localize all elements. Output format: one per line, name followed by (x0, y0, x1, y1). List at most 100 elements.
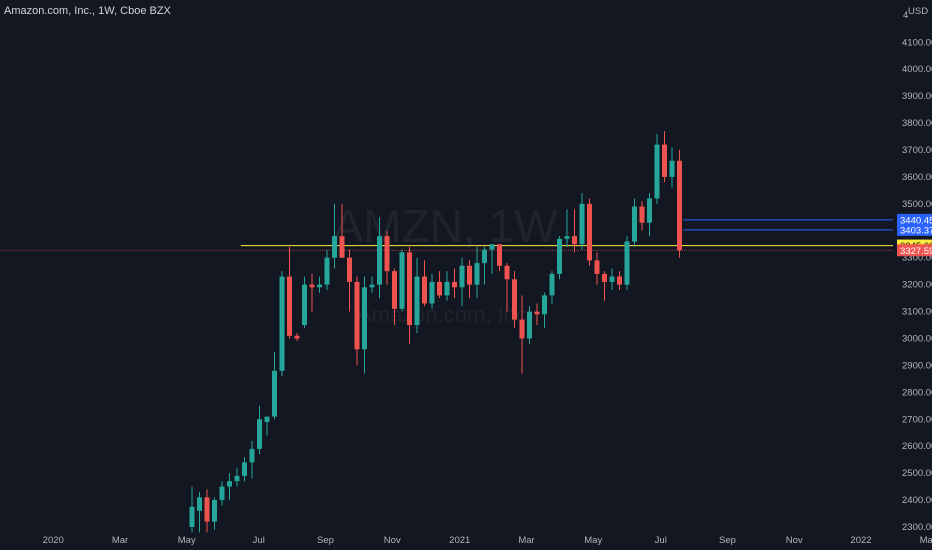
candle (512, 271, 517, 328)
candle (504, 263, 510, 312)
candle (399, 249, 405, 312)
candle (212, 497, 217, 530)
candle-body (647, 198, 652, 223)
candle-body (324, 257, 330, 285)
candle-body (542, 295, 547, 315)
candle-body (564, 236, 570, 239)
candle (197, 491, 202, 533)
x-tick-label: Mar (920, 535, 932, 546)
x-tick-label: Sep (317, 535, 334, 546)
candle-body (407, 252, 412, 326)
currency-label: USD (908, 6, 928, 17)
candle (392, 268, 397, 326)
candle-body (317, 284, 322, 288)
candle-body (234, 475, 240, 482)
candle (422, 260, 427, 307)
candle (549, 271, 555, 304)
candle (377, 217, 382, 299)
candle-body (572, 236, 577, 245)
candle-body (504, 265, 510, 280)
price-axis[interactable]: 4 USD 2300.00 2400.00 2500.00 2600.00 2700.0… (893, 0, 932, 550)
x-tick-label: Jul (655, 535, 667, 546)
candle (632, 198, 637, 247)
candle (579, 193, 585, 250)
candles (189, 131, 682, 533)
candle-body (669, 160, 675, 177)
x-tick-label: 2021 (449, 535, 470, 546)
candle (519, 295, 525, 374)
x-tick-label: May (584, 535, 602, 546)
candle (332, 203, 337, 269)
candle-body (512, 279, 517, 320)
x-tick-label: Sep (719, 535, 736, 546)
x-tick-label: Nov (786, 535, 803, 546)
y-tick-label: 4100.00 (902, 37, 932, 48)
candle-body (212, 500, 217, 522)
candle (407, 246, 412, 344)
candle-body (489, 244, 495, 250)
candle (257, 405, 262, 455)
candle-body (197, 497, 202, 511)
candle (219, 481, 225, 506)
candle (354, 276, 360, 366)
candle-body (444, 281, 450, 296)
candle (564, 209, 570, 247)
candle-body (279, 276, 285, 371)
candle (272, 351, 277, 420)
candle-body (602, 273, 607, 282)
candle-body (369, 284, 375, 288)
candle (542, 292, 547, 328)
candle-body (249, 448, 255, 463)
y-tick-label: 2300.00 (902, 522, 932, 533)
candle-body (392, 271, 397, 309)
candle-body (632, 206, 637, 242)
candle-body (534, 311, 540, 315)
candle (324, 249, 330, 291)
candle (527, 306, 532, 344)
candle-body (429, 281, 435, 304)
candle-body (624, 241, 630, 285)
candle (452, 268, 457, 299)
candle-body (617, 276, 622, 285)
price-axis-top-tick: 4 (903, 10, 908, 21)
y-tick-label: 3600.00 (902, 172, 932, 183)
candle-body (654, 144, 660, 199)
candle-body (519, 319, 525, 339)
candle-body (377, 236, 382, 285)
candle-body (557, 238, 562, 274)
candle (624, 236, 630, 291)
candle (617, 271, 622, 291)
candle (602, 271, 607, 301)
candle (362, 276, 367, 374)
candle (369, 276, 375, 293)
x-tick-label: 2022 (850, 535, 871, 546)
time-axis[interactable]: Nov2020MarMayJulSepNov2021MarMayJulSepNo… (0, 535, 932, 546)
candle-body (452, 281, 457, 288)
candle-body (204, 497, 210, 522)
candle (654, 133, 660, 204)
candle (534, 303, 540, 326)
candle-body (594, 260, 600, 274)
candle-body (609, 276, 615, 282)
x-tick-label: Nov (384, 535, 401, 546)
candle (294, 333, 300, 342)
y-tick-label: 3500.00 (902, 199, 932, 210)
candle-body (189, 506, 195, 527)
watermark-company: Amazon.com, Inc. (357, 302, 533, 327)
candle-body (639, 206, 645, 223)
x-tick-label: Jul (253, 535, 265, 546)
y-tick-label: 3800.00 (902, 118, 932, 129)
candle (279, 271, 285, 377)
candle-body (339, 236, 345, 258)
candle-body (257, 419, 262, 449)
candle (429, 273, 435, 309)
candle (639, 201, 645, 231)
candle (249, 440, 255, 479)
watermark-symbol: AMZN, 1W (333, 200, 558, 252)
candle (557, 236, 562, 280)
x-tick-label: Mar (518, 535, 534, 546)
candle-body (677, 160, 682, 251)
candle (587, 198, 592, 266)
candle-body (264, 416, 270, 422)
